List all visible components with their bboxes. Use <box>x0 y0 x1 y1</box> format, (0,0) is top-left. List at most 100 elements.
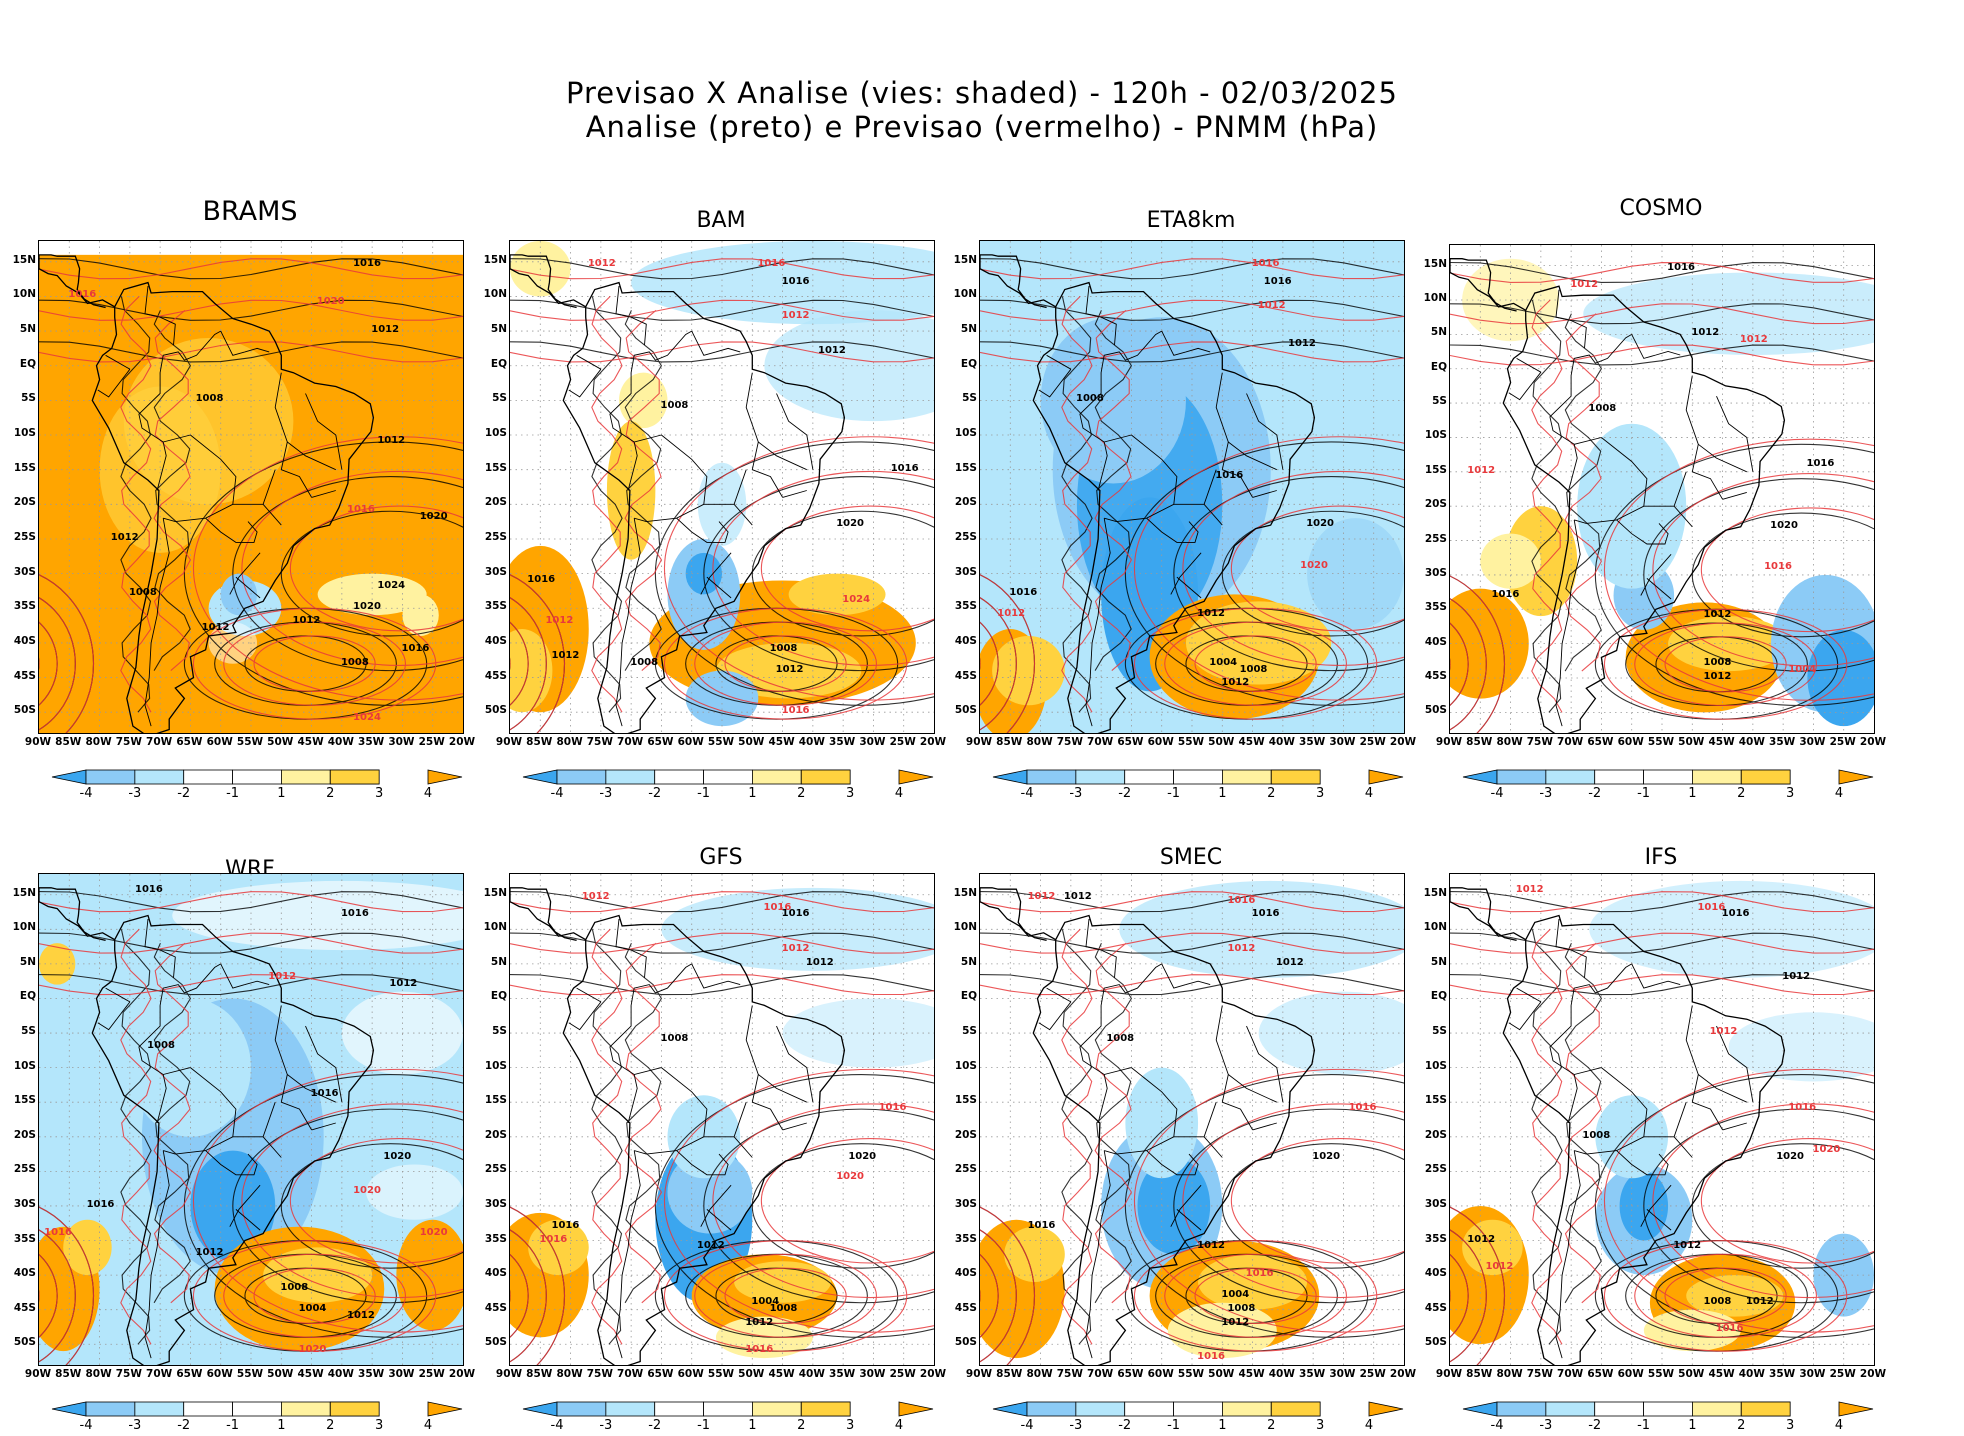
lon-tick-label: 35W <box>1299 736 1326 748</box>
lon-tick-label: 35W <box>358 1368 385 1380</box>
colorbar-tick-label: 3 <box>1786 1418 1795 1433</box>
lon-tick-label: 85W <box>996 736 1023 748</box>
country-border <box>806 434 814 470</box>
contour-label: 1016 <box>1348 1102 1377 1114</box>
coastline-south-america <box>1032 914 1316 1365</box>
country-border <box>733 1136 753 1158</box>
contour-label: 1024 <box>353 712 381 724</box>
contour-label: 1016 <box>1227 894 1256 906</box>
colorbar-tick-label: 3 <box>375 786 384 801</box>
contour-label: 1012 <box>997 608 1026 620</box>
lon-tick-label: 75W <box>586 736 613 748</box>
contour-label: 1008 <box>1239 663 1268 675</box>
contour-label: 1012 <box>1275 956 1304 968</box>
lat-tick-label: EQ <box>960 357 977 370</box>
lat-tick-label: 15S <box>13 461 36 474</box>
colorbar-tick-label: 4 <box>423 786 433 801</box>
colorbar-tick-label: 4 <box>894 1418 904 1433</box>
contour-label: 1020 <box>419 511 448 523</box>
contour-label: 1008 <box>1703 1295 1732 1307</box>
lon-tick-label: 90W <box>965 1368 993 1380</box>
colorbar <box>1462 769 1874 785</box>
country-border <box>105 354 131 370</box>
colorbar-tick-label: 1 <box>748 786 757 801</box>
country-border <box>287 1074 336 1103</box>
lat-tick-label: 15N <box>1423 886 1447 899</box>
contour-label: 1016 <box>44 1226 72 1238</box>
lat-tick-label: 5S <box>962 1025 977 1038</box>
country-border <box>745 372 783 498</box>
contour-label: 1012 <box>268 970 297 982</box>
lat-tick-label: 20S <box>13 1128 36 1141</box>
lat-tick-label: 15N <box>953 253 977 266</box>
lat-tick-label: 45S <box>484 669 507 682</box>
colorbar-tick-label: -3 <box>1069 786 1083 801</box>
lat-tick-label: 15S <box>954 1094 977 1107</box>
country-border <box>1746 437 1754 472</box>
country-border <box>758 441 807 471</box>
colorbar-tick-label: -2 <box>1118 1418 1132 1433</box>
lon-tick-label: 60W <box>206 1368 233 1380</box>
lat-tick-label: 45S <box>954 669 977 682</box>
map-ifs <box>1449 873 1875 1366</box>
country-border <box>576 987 602 1003</box>
country-border <box>700 552 732 595</box>
coastline-central-america <box>1450 887 1527 942</box>
lon-tick-label: 40W <box>1268 1368 1295 1380</box>
colorbar-tick-label: -4 <box>79 1418 93 1433</box>
lat-tick-label: 20S <box>954 1128 977 1141</box>
country-border <box>205 1150 258 1176</box>
contour-label: 1016 <box>1215 469 1244 481</box>
lat-tick-label: 10N <box>953 288 977 301</box>
country-border <box>1185 980 1211 986</box>
lat-tick-label: EQ <box>490 357 507 370</box>
colorbar-tick-label: 1 <box>1688 786 1697 801</box>
lon-tick-label: 20W <box>1389 1368 1417 1380</box>
country-border <box>706 1209 732 1231</box>
colorbar-tick-label: 2 <box>1737 1418 1746 1433</box>
lat-tick-label: 35S <box>1424 1232 1447 1245</box>
country-border <box>244 347 270 353</box>
country-border <box>305 393 337 436</box>
contour-label: 1016 <box>1806 457 1835 469</box>
contour-label: 1008 <box>1588 402 1617 414</box>
lon-tick-label: 50W <box>1678 736 1705 748</box>
contour-label: 1012 <box>201 622 230 634</box>
contour-label: 1016 <box>1788 1102 1817 1114</box>
lon-tick-label: 60W <box>206 736 233 748</box>
contour-label: 1016 <box>68 289 97 301</box>
country-border <box>311 1122 336 1131</box>
colorbar-tick-label: -3 <box>1539 1418 1553 1433</box>
colorbar-tick-label: -4 <box>1020 786 1034 801</box>
coastline-south-america <box>562 281 846 733</box>
colorbar-tick-label: 4 <box>1834 1418 1844 1433</box>
lon-tick-label: 50W <box>1678 1368 1705 1380</box>
map-eta8km <box>979 240 1405 734</box>
contour-label: 1012 <box>775 663 804 675</box>
lon-tick-label: 80W <box>1496 736 1523 748</box>
country-border <box>706 576 732 599</box>
colorbar-tick-label: 2 <box>1267 786 1276 801</box>
lat-tick-label: 35S <box>484 1232 507 1245</box>
lon-tick-label: 55W <box>236 736 264 748</box>
lat-tick-label: 10N <box>483 921 507 934</box>
colorbar-tick-label: -3 <box>1539 786 1553 801</box>
lat-tick-label: 40S <box>954 634 977 647</box>
country-border <box>1640 554 1672 596</box>
lat-tick-label: 15S <box>1424 1094 1447 1107</box>
lon-tick-label: 45W <box>1238 1368 1265 1380</box>
lat-tick-label: 5N <box>490 955 507 968</box>
lat-tick-label: 5N <box>490 323 507 336</box>
lon-tick-label: 90W <box>1435 1368 1463 1380</box>
country-border <box>1252 490 1277 498</box>
lon-tick-label: 90W <box>1435 736 1463 748</box>
lat-tick-label: 40S <box>1424 635 1447 648</box>
colorbar-tick-label: -4 <box>1490 786 1504 801</box>
lat-tick-label: 10S <box>484 427 507 440</box>
lon-tick-label: 40W <box>1738 736 1765 748</box>
lon-tick-label: 55W <box>707 1368 735 1380</box>
lat-tick-label: 35S <box>13 600 36 613</box>
contour-label: 1016 <box>1251 258 1280 270</box>
colorbar <box>522 769 934 785</box>
contour-label: 1016 <box>1721 908 1750 920</box>
